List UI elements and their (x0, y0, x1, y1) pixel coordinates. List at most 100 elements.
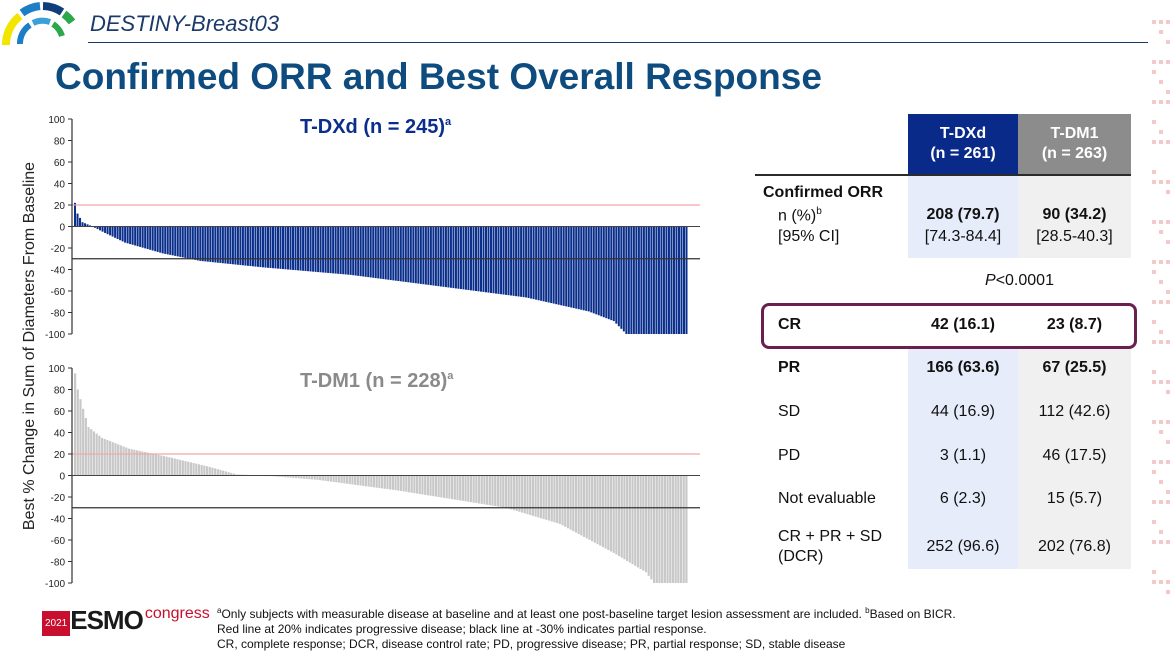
waterfall-bar (577, 226, 580, 310)
waterfall-bar (461, 475, 464, 501)
waterfall-bar (545, 226, 548, 302)
waterfall-bar (74, 373, 77, 476)
waterfall-bar (523, 475, 526, 514)
waterfall-bar (134, 226, 137, 246)
waterfall-bar (604, 475, 607, 549)
edge-dot (1152, 140, 1156, 144)
waterfall-bar (456, 475, 459, 501)
edge-dot (1166, 260, 1170, 264)
esmo-congress-logo: 2021 ESMO congress (42, 605, 210, 636)
waterfall-bar (90, 429, 93, 476)
waterfall-bar (612, 226, 615, 322)
waterfall-bar (235, 474, 238, 476)
waterfall-bar (369, 226, 372, 278)
waterfall-bar (135, 450, 139, 476)
edge-dot (1159, 20, 1163, 24)
y-tick-label: 100 (48, 115, 65, 126)
waterfall-bar (236, 226, 239, 265)
waterfall-bar (615, 226, 618, 324)
waterfall-bar (378, 475, 381, 489)
waterfall-bar (495, 226, 498, 294)
footnote-line1a: Only subjects with measurable disease at… (221, 607, 866, 621)
waterfall-bar (397, 475, 400, 491)
waterfall-bar (317, 226, 320, 273)
waterfall-bar (452, 226, 455, 289)
waterfall-bar (572, 475, 575, 532)
waterfall-bar (141, 226, 144, 248)
waterfall-bar (556, 475, 559, 524)
waterfall-bar (196, 226, 199, 261)
waterfall-bar (472, 475, 475, 503)
waterfall-bar (302, 226, 305, 271)
waterfall-bar (189, 226, 192, 259)
waterfall-bar (203, 465, 206, 476)
y-tick-label: -80 (51, 558, 66, 569)
waterfall-bar (106, 226, 109, 235)
waterfall-bar (289, 475, 292, 478)
waterfall-bar (547, 475, 551, 521)
sd-tdm1: 112 (42.6) (1038, 403, 1111, 420)
waterfall-bar (500, 226, 503, 295)
footnote-sup-b: b (865, 606, 870, 615)
p-italic: P (985, 272, 996, 289)
waterfall-bar (402, 226, 405, 282)
waterfall-bar (599, 475, 602, 546)
waterfall-bar (362, 226, 365, 277)
waterfall-bar (269, 226, 272, 268)
waterfall-bar (421, 475, 424, 495)
waterfall-bar (623, 475, 626, 560)
waterfall-bar (348, 475, 351, 485)
waterfall-bar (389, 475, 392, 490)
waterfall-bar (679, 475, 683, 583)
waterfall-bar (440, 475, 443, 498)
waterfall-bar (124, 226, 127, 243)
congress-year: 2021 (42, 611, 71, 636)
waterfall-bar (667, 226, 670, 334)
waterfall-bar (675, 226, 678, 334)
edge-dot (1152, 520, 1156, 524)
tdxd-waterfall-chart: T-DXd (n = 245)a 100 80 60 40 20 0 -20 -40 -60 -8… (45, 115, 700, 341)
waterfall-bar (192, 463, 195, 476)
waterfall-bar (197, 464, 201, 476)
waterfall-bar (492, 226, 495, 294)
edge-dot (1159, 100, 1163, 104)
y-tick-label: -40 (51, 266, 66, 277)
edge-dot (1152, 340, 1156, 344)
edge-dot (1159, 540, 1163, 544)
waterfall-bar (399, 226, 402, 282)
waterfall-bar (337, 226, 340, 274)
header-rule (755, 174, 1131, 176)
waterfall-bar (309, 226, 312, 272)
waterfall-bar (324, 226, 327, 273)
edge-dot (1152, 220, 1156, 224)
waterfall-bar (510, 226, 513, 296)
y-tick-label: 60 (54, 158, 66, 169)
sd-label: SD (778, 403, 801, 420)
waterfall-bar (312, 226, 315, 272)
waterfall-bar (617, 475, 621, 557)
waterfall-bar (663, 475, 666, 583)
waterfall-bar (251, 226, 254, 267)
tdm1-header: T-DM1 (n = 263) (1018, 114, 1131, 174)
waterfall-bar (504, 475, 508, 508)
waterfall-bar (580, 226, 583, 310)
waterfall-bar (354, 226, 357, 276)
waterfall-bar (277, 226, 280, 269)
tdm1-header-line1: T-DM1 (1050, 125, 1099, 142)
edge-dot (1152, 170, 1156, 174)
edge-dot (1166, 40, 1170, 44)
edge-dot (1152, 580, 1156, 584)
waterfall-bar (310, 475, 314, 480)
y-tick-label: -100 (45, 579, 65, 590)
waterfall-bar (109, 441, 112, 476)
waterfall-bar (593, 475, 596, 543)
y-tick-label: 80 (54, 137, 66, 148)
waterfall-bar (680, 226, 683, 334)
pr-tdxd: 166 (63.6) (926, 359, 1000, 376)
waterfall-bar (662, 226, 665, 334)
ne-label: Not evaluable (778, 490, 876, 507)
waterfall-bar (176, 226, 179, 257)
tdm1-rows-bg (1018, 346, 1131, 569)
y-tick-label: 20 (54, 201, 66, 212)
waterfall-bar (418, 475, 421, 494)
